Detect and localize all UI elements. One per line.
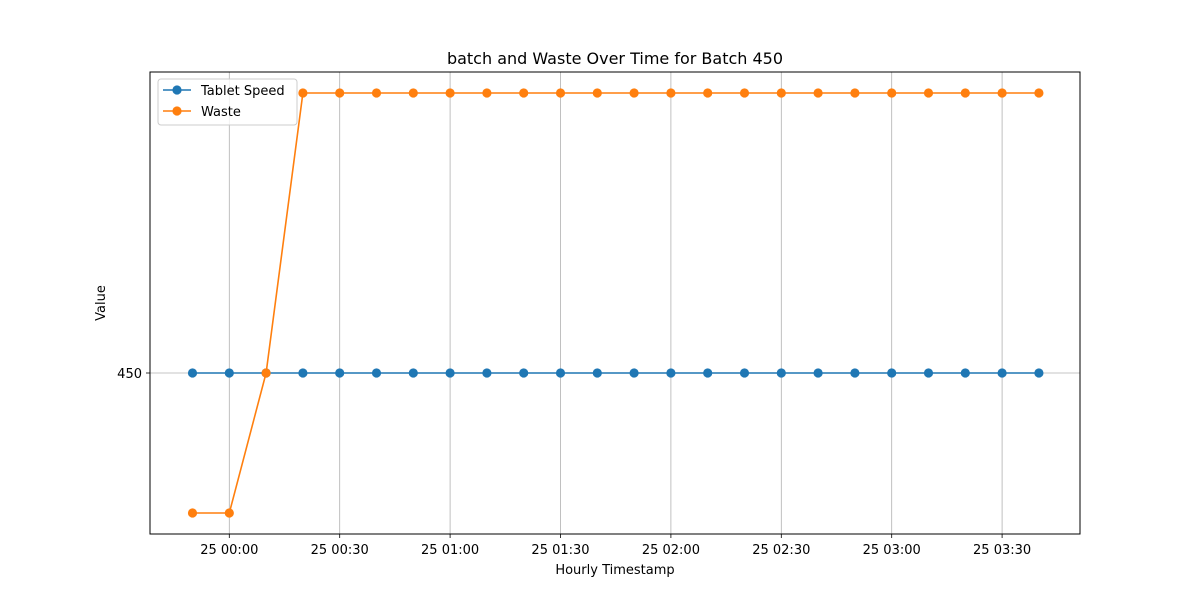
tablet-speed-point (703, 368, 713, 378)
tablet-speed-point (776, 368, 786, 378)
waste-line (192, 92, 1039, 514)
waste-point (555, 88, 566, 98)
y-tick-label: 450 (117, 367, 142, 382)
legend: Tablet Speed Waste (157, 78, 298, 126)
plot-frame (149, 71, 1081, 535)
waste-point (1034, 88, 1044, 98)
waste-point (298, 88, 308, 98)
waste-point (371, 88, 382, 98)
x-tick-label: 25 03:30 (973, 543, 1031, 558)
tablet-speed-point (445, 368, 455, 378)
waste-point (997, 88, 1007, 98)
x-tick-label: 25 00:00 (200, 543, 258, 558)
x-tick-label: 25 00:30 (311, 543, 369, 558)
waste-point (739, 88, 750, 98)
waste-point (482, 88, 492, 98)
series-group (187, 88, 1044, 518)
chart-title: batch and Waste Over Time for Batch 450 (447, 49, 783, 68)
waste-point (335, 88, 345, 98)
x-axis-label: Hourly Timestamp (555, 563, 674, 578)
x-tick-label: 25 01:30 (531, 543, 589, 558)
waste-point (850, 88, 860, 98)
tablet-speed-point (224, 368, 234, 378)
tablet-speed-point (187, 368, 198, 378)
tablet-speed-point (960, 368, 970, 378)
tablet-speed-point (555, 368, 566, 378)
tablet-speed-point (887, 368, 897, 378)
legend-waste-marker (172, 106, 182, 116)
legend-tablet-speed-label: Tablet Speed (200, 84, 285, 99)
waste-point (923, 88, 934, 98)
tablet-speed-point (1034, 368, 1044, 378)
waste-point (519, 88, 529, 98)
tablet-speed-point (813, 368, 823, 378)
tablet-speed-point (335, 368, 345, 378)
legend-tablet-speed-marker (172, 85, 182, 95)
tablet-speed-point (371, 368, 382, 378)
y-axis-label: Value (94, 285, 109, 321)
tablet-speed-point (997, 368, 1007, 378)
tablet-speed-point (408, 368, 418, 378)
waste-point (813, 88, 823, 98)
waste-point (445, 88, 455, 98)
legend-box (157, 78, 298, 126)
x-tick-label: 25 03:00 (863, 543, 921, 558)
tablet-speed-point (298, 368, 308, 378)
tablet-speed-point (482, 368, 492, 378)
waste-point (703, 88, 713, 98)
waste-point (408, 88, 418, 98)
tablet-speed-point (666, 368, 676, 378)
waste-point (887, 88, 897, 98)
x-tick-label: 25 01:00 (421, 543, 479, 558)
waste-point (261, 368, 271, 378)
x-axis: 25 00:00 25 00:30 25 01:00 25 01:30 25 02:00… (200, 534, 1031, 558)
tablet-speed-point (739, 368, 750, 378)
x-tick-label: 25 02:30 (752, 543, 810, 558)
tablet-speed-point (923, 368, 934, 378)
waste-point (776, 88, 786, 98)
waste-point (629, 88, 639, 98)
waste-point (960, 88, 970, 98)
tablet-speed-point (592, 368, 602, 378)
waste-point (224, 508, 234, 518)
y-axis: 450 (117, 367, 150, 382)
tablet-speed-point (519, 368, 529, 378)
waste-point (592, 88, 602, 98)
waste-point (187, 508, 198, 518)
tablet-speed-point (629, 368, 639, 378)
tablet-speed-point (850, 368, 860, 378)
legend-waste-label: Waste (201, 105, 241, 120)
x-tick-label: 25 02:00 (642, 543, 700, 558)
plot-area (150, 72, 1080, 534)
waste-point (666, 88, 676, 98)
